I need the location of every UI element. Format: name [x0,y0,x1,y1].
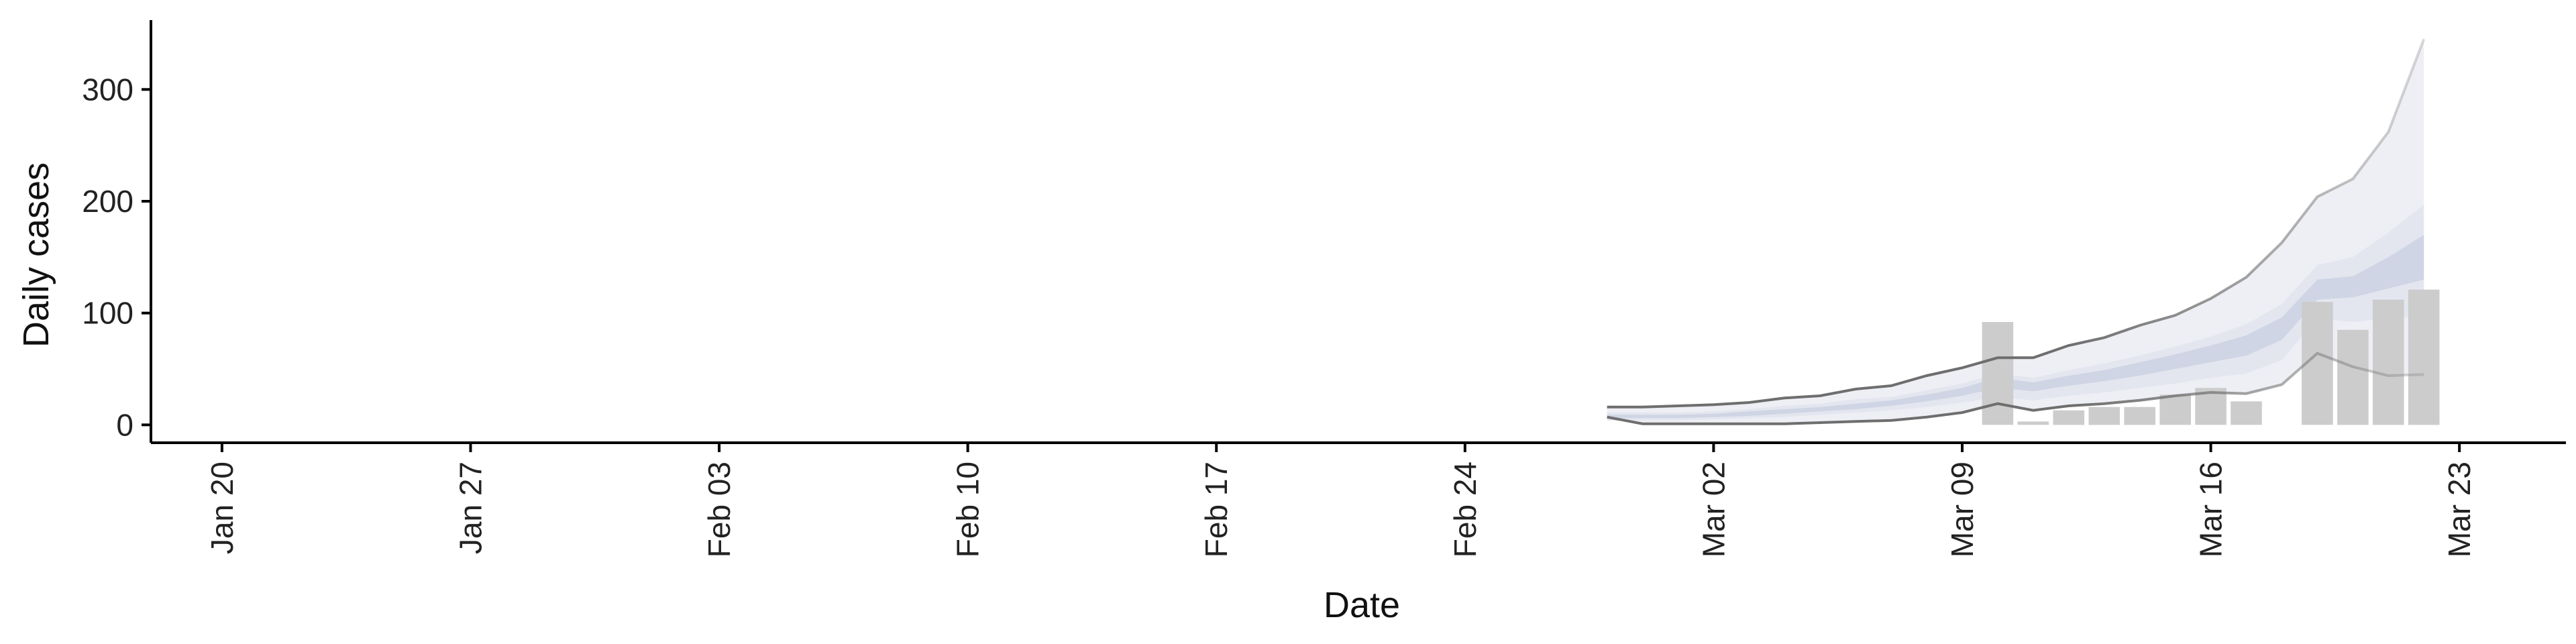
x-tick-label: Feb 17 [1199,462,1234,557]
x-tick-label: Feb 03 [702,462,737,557]
axes: 0 100 200 300 Jan 20 Jan 27 Feb 03 Feb 10 Feb 1… [82,20,2566,557]
inner-band [1607,235,2424,419]
x-tick-label: Mar 23 [2442,462,2477,557]
x-axis-ticks: Jan 20 Jan 27 Feb 03 Feb 10 Feb 17 Feb 24 Mar … [205,443,2477,557]
case-bar [2231,401,2262,425]
middle-band [1607,205,2424,421]
y-tick-label: 100 [82,296,133,331]
x-tick-label: Feb 24 [1448,462,1483,557]
y-tick-label: 0 [116,407,133,442]
x-tick-label: Mar 02 [1696,462,1731,557]
case-bar [2337,329,2369,425]
y-tick-label: 200 [82,184,133,219]
y-tick-label: 300 [82,72,133,107]
bound-lines [1607,38,2426,425]
case-bar [2373,299,2404,425]
case-bar [2053,410,2085,425]
case-bar [2124,407,2155,425]
y-axis-ticks: 0 100 200 300 [82,72,151,442]
reported-case-bars [1982,289,2440,425]
estimate-bands [1607,39,2424,424]
case-bar [2088,407,2121,425]
case-bar [2408,289,2440,425]
case-bar [1982,322,2014,425]
case-bar [2017,421,2049,425]
x-tick-label: Jan 20 [205,462,239,554]
x-tick-label: Mar 09 [1945,462,1980,557]
x-axis-title: Date [1324,585,1400,625]
lower-bound-line [1607,352,2424,425]
x-tick-label: Mar 16 [2194,462,2229,557]
x-tick-label: Jan 27 [453,462,488,554]
x-tick-label: Feb 10 [951,462,985,557]
case-bar [2159,394,2191,425]
upper-bound-line [1607,38,2426,409]
outer-band [1607,39,2424,424]
y-axis-title: Daily cases [16,162,56,347]
